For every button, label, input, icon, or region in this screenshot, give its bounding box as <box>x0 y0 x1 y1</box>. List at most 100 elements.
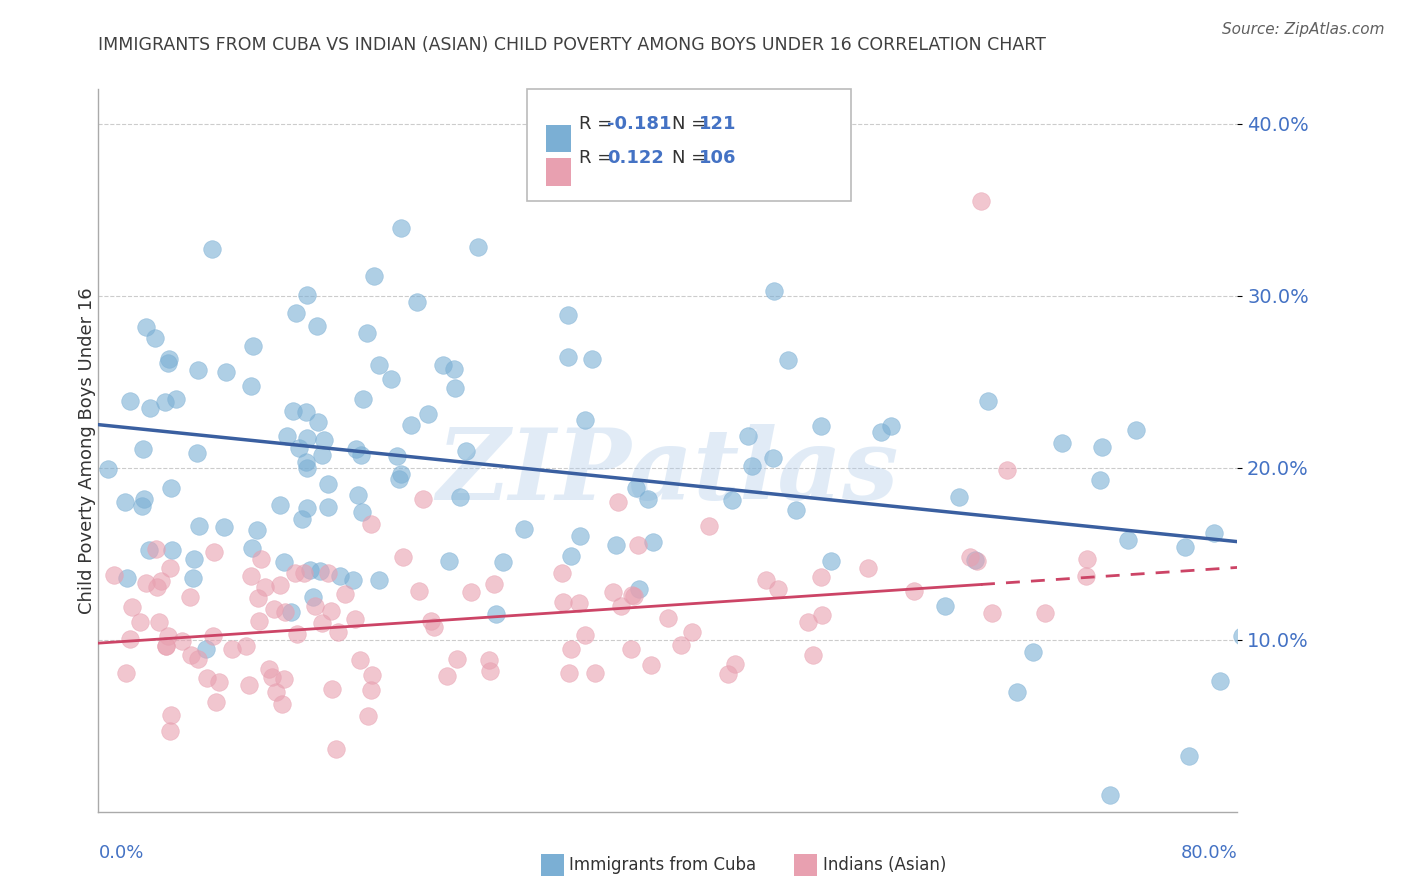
Point <box>349 653 371 667</box>
Point <box>121 599 143 614</box>
Point <box>186 445 208 459</box>
Point <box>97 462 120 476</box>
Point <box>150 574 173 589</box>
Point <box>454 444 477 458</box>
Point <box>574 628 596 642</box>
Point <box>558 666 581 681</box>
Point <box>389 467 412 481</box>
Point <box>1035 606 1057 620</box>
Point <box>274 605 297 619</box>
Point <box>264 684 287 698</box>
Point <box>328 625 350 640</box>
Point <box>135 576 157 591</box>
Point <box>281 403 304 417</box>
Point <box>460 585 482 599</box>
Point <box>308 564 330 578</box>
Point <box>360 668 382 682</box>
Point <box>391 550 413 565</box>
Point <box>247 614 270 628</box>
Point <box>156 629 179 643</box>
Point <box>143 331 166 345</box>
Point <box>567 597 589 611</box>
Point <box>344 442 367 456</box>
Point <box>253 581 276 595</box>
Point <box>995 463 1018 477</box>
Point <box>285 627 308 641</box>
Point <box>766 582 789 597</box>
Point <box>551 595 574 609</box>
Point <box>880 418 903 433</box>
Point <box>155 639 177 653</box>
Point <box>159 561 181 575</box>
Point <box>1076 551 1098 566</box>
Point <box>319 604 342 618</box>
Text: Indians (Asian): Indians (Asian) <box>823 856 946 874</box>
Point <box>357 709 380 723</box>
Point <box>959 549 981 564</box>
Point <box>239 569 262 583</box>
Point <box>165 392 187 406</box>
Point <box>446 652 468 666</box>
Point <box>155 394 177 409</box>
Point <box>367 358 389 372</box>
Point <box>135 320 157 334</box>
Point <box>966 554 988 568</box>
Point <box>605 538 627 552</box>
Point <box>406 295 429 310</box>
Point <box>657 611 679 625</box>
Point <box>292 566 315 581</box>
Point <box>208 675 231 690</box>
Point <box>512 522 534 536</box>
Point <box>138 543 160 558</box>
Point <box>610 599 633 613</box>
Text: 0.0%: 0.0% <box>98 844 143 863</box>
Point <box>970 194 993 208</box>
Point <box>159 723 181 738</box>
Point <box>820 554 842 568</box>
Point <box>581 351 603 366</box>
Point <box>620 642 643 657</box>
Point <box>316 566 339 581</box>
Point <box>316 500 339 515</box>
Point <box>585 665 607 680</box>
Point <box>131 499 153 513</box>
Point <box>284 566 307 580</box>
Point <box>183 571 205 585</box>
Point <box>467 240 489 254</box>
Point <box>623 589 645 603</box>
Point <box>810 608 832 623</box>
Point <box>314 433 336 447</box>
Point <box>302 590 325 604</box>
Point <box>560 642 582 657</box>
Point <box>240 541 263 556</box>
Point <box>304 599 326 614</box>
Point <box>160 542 183 557</box>
Point <box>420 614 443 628</box>
Point <box>385 449 408 463</box>
Text: ZIPatlas: ZIPatlas <box>437 424 898 520</box>
Point <box>1125 423 1147 437</box>
Point <box>437 554 460 568</box>
Point <box>934 599 956 613</box>
Point <box>215 365 238 379</box>
Text: N =: N = <box>672 115 711 133</box>
Point <box>235 640 257 654</box>
Point <box>1091 440 1114 454</box>
Point <box>307 415 329 429</box>
Point <box>903 583 925 598</box>
Point <box>295 404 318 418</box>
Point <box>157 352 180 367</box>
Point <box>557 350 579 364</box>
Point <box>347 488 370 502</box>
Point <box>197 672 219 686</box>
Point <box>202 545 225 559</box>
Point <box>307 318 329 333</box>
Point <box>103 568 125 582</box>
Point <box>321 681 343 696</box>
Point <box>187 652 209 666</box>
Point <box>1074 568 1097 582</box>
Point <box>762 450 785 465</box>
Point <box>269 578 291 592</box>
Point <box>115 665 138 680</box>
Point <box>977 394 1000 409</box>
